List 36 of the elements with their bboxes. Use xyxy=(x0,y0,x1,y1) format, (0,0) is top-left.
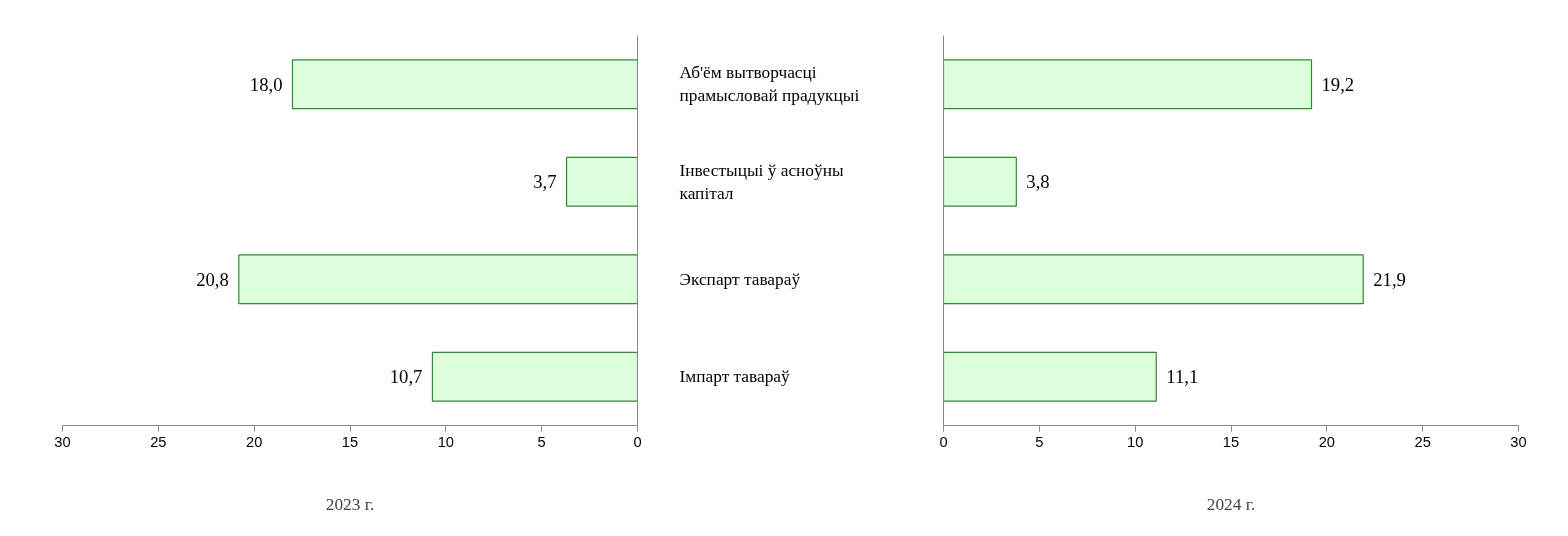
bar xyxy=(943,351,1157,402)
x-tick-label: 20 xyxy=(246,433,263,450)
data-label: 10,7 xyxy=(389,366,423,388)
x-tick-label: 20 xyxy=(1318,433,1335,450)
y-tick-label: Экспарт тавараў xyxy=(679,269,801,289)
x-tick-label: 10 xyxy=(1127,433,1144,450)
bar xyxy=(943,156,1017,207)
x-axis-title: 2024 г. xyxy=(1206,494,1256,514)
bar xyxy=(943,254,1364,305)
x-tick-label: 0 xyxy=(939,433,948,450)
bar xyxy=(431,351,638,402)
data-label: 19,2 xyxy=(1321,73,1355,95)
bar xyxy=(565,156,638,207)
data-label: 3,8 xyxy=(1026,171,1050,193)
x-axis-title: 2023 г. xyxy=(325,494,375,514)
y-tick-label: Інвестыцыі ў асноўны капітал xyxy=(679,160,844,203)
x-tick-label: 0 xyxy=(633,433,642,450)
x-tick-label: 10 xyxy=(437,433,454,450)
data-label: 21,9 xyxy=(1373,268,1406,290)
data-label: 20,8 xyxy=(196,268,229,290)
data-label: 11,1 xyxy=(1166,366,1199,388)
x-tick-label: 25 xyxy=(1414,433,1431,450)
x-tick-label: 5 xyxy=(1035,433,1044,450)
x-tick-label: 15 xyxy=(1222,433,1240,450)
x-tick-label: 25 xyxy=(150,433,167,450)
x-tick-label: 30 xyxy=(54,433,71,450)
y-tick-label: Імпарт тавараў xyxy=(679,367,791,387)
x-tick-label: 30 xyxy=(1510,433,1527,450)
bar xyxy=(943,59,1313,110)
data-label: 3,7 xyxy=(533,171,557,193)
bar xyxy=(291,59,638,110)
y-tick-label: Аб'ём вытворчасці прамысловай прадукцыі xyxy=(679,63,860,106)
bar xyxy=(238,254,638,305)
x-tick-label: 15 xyxy=(341,433,359,450)
data-label: 18,0 xyxy=(249,73,283,95)
x-tick-label: 5 xyxy=(537,433,546,450)
